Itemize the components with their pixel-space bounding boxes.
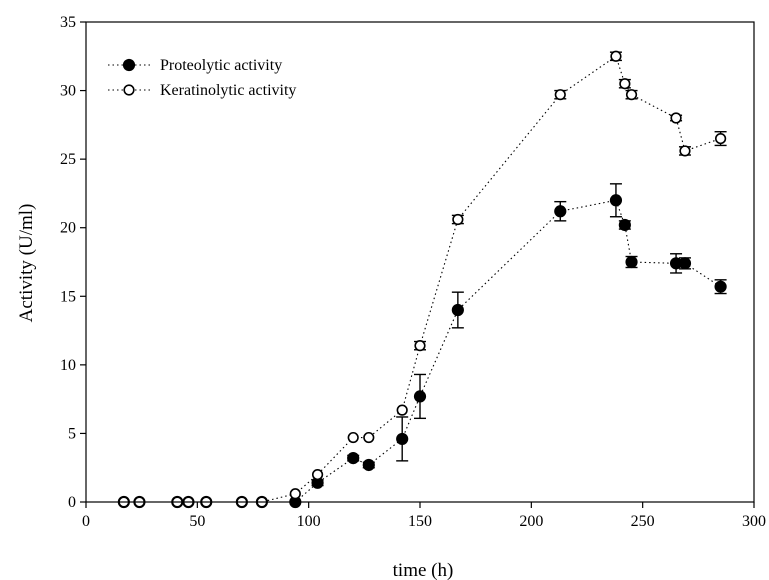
x-tick-label: 100 xyxy=(297,513,321,530)
data-point xyxy=(362,458,375,472)
legend-entry: Proteolytic activity xyxy=(108,57,282,74)
y-axis-title: Activity (U/ml) xyxy=(16,204,37,323)
series-keratinolytic xyxy=(118,50,727,508)
data-point xyxy=(347,452,360,465)
x-tick-label: 300 xyxy=(742,513,766,530)
series-line xyxy=(123,55,721,503)
data-point xyxy=(311,468,324,481)
data-point xyxy=(396,404,408,416)
x-tick-label: 250 xyxy=(631,513,655,530)
x-tick-label: 200 xyxy=(519,513,543,530)
x-tick-label: 50 xyxy=(189,513,205,530)
y-tick-label: 15 xyxy=(60,288,76,305)
legend-marker xyxy=(123,84,135,96)
y-tick-label: 35 xyxy=(60,14,76,31)
data-point xyxy=(554,89,566,101)
y-tick-label: 20 xyxy=(60,220,76,237)
data-point xyxy=(451,303,464,317)
legend-marker xyxy=(122,58,136,72)
data-point xyxy=(609,194,623,207)
legend-label: Proteolytic activity xyxy=(160,57,282,74)
data-point xyxy=(413,390,427,403)
y-tick-label: 0 xyxy=(68,494,76,511)
data-point xyxy=(363,431,375,444)
data-point xyxy=(625,89,638,101)
legend: Proteolytic activity Keratinolytic activi… xyxy=(108,57,296,99)
data-point xyxy=(289,488,301,500)
data-point xyxy=(414,340,426,352)
x-tick-label: 150 xyxy=(408,513,432,530)
y-tick-label: 25 xyxy=(60,151,76,168)
x-axis-title: time (h) xyxy=(393,560,454,580)
series-layer xyxy=(117,50,727,509)
data-point xyxy=(347,431,359,444)
y-tick-label: 10 xyxy=(60,357,76,374)
data-point xyxy=(678,257,692,270)
data-point xyxy=(714,280,727,293)
legend-entry: Keratinolytic activity xyxy=(108,82,296,99)
data-point xyxy=(679,145,691,157)
data-point xyxy=(452,213,464,226)
data-point xyxy=(554,205,567,218)
x-tick-label: 0 xyxy=(82,513,90,530)
y-tick-label: 5 xyxy=(68,425,76,442)
data-point xyxy=(670,112,682,124)
data-point xyxy=(714,132,727,145)
data-point xyxy=(396,432,409,446)
data-point xyxy=(619,78,631,90)
data-point xyxy=(625,255,638,269)
data-point xyxy=(618,218,631,232)
y-tick-label: 30 xyxy=(60,83,76,100)
axes-layer: 0 50 100 150 200 250 300 0 5 10 15 20 25 30 35 xyxy=(60,14,766,530)
legend-label: Keratinolytic activity xyxy=(160,82,296,99)
series-line xyxy=(123,199,721,503)
data-point xyxy=(610,50,622,62)
